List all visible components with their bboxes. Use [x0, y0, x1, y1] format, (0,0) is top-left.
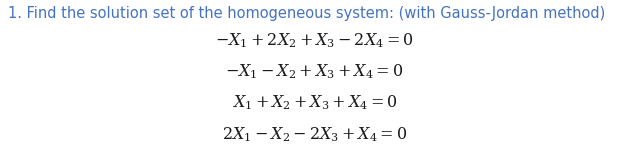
Text: 1. Find the solution set of the homogeneous system: (with Gauss-Jordan method): 1. Find the solution set of the homogene… [8, 6, 606, 21]
Text: $2X_1 - X_2 - 2X_3 + X_4 = 0$: $2X_1 - X_2 - 2X_3 + X_4 = 0$ [222, 126, 407, 144]
Text: $-X_1 + 2X_2 + X_3 - 2X_4 = 0$: $-X_1 + 2X_2 + X_3 - 2X_4 = 0$ [215, 31, 414, 50]
Text: $-X_1 - X_2 + X_3 + X_4 = 0$: $-X_1 - X_2 + X_3 + X_4 = 0$ [225, 62, 404, 81]
Text: $X_1 + X_2 + X_3 + X_4 = 0$: $X_1 + X_2 + X_3 + X_4 = 0$ [231, 93, 398, 112]
